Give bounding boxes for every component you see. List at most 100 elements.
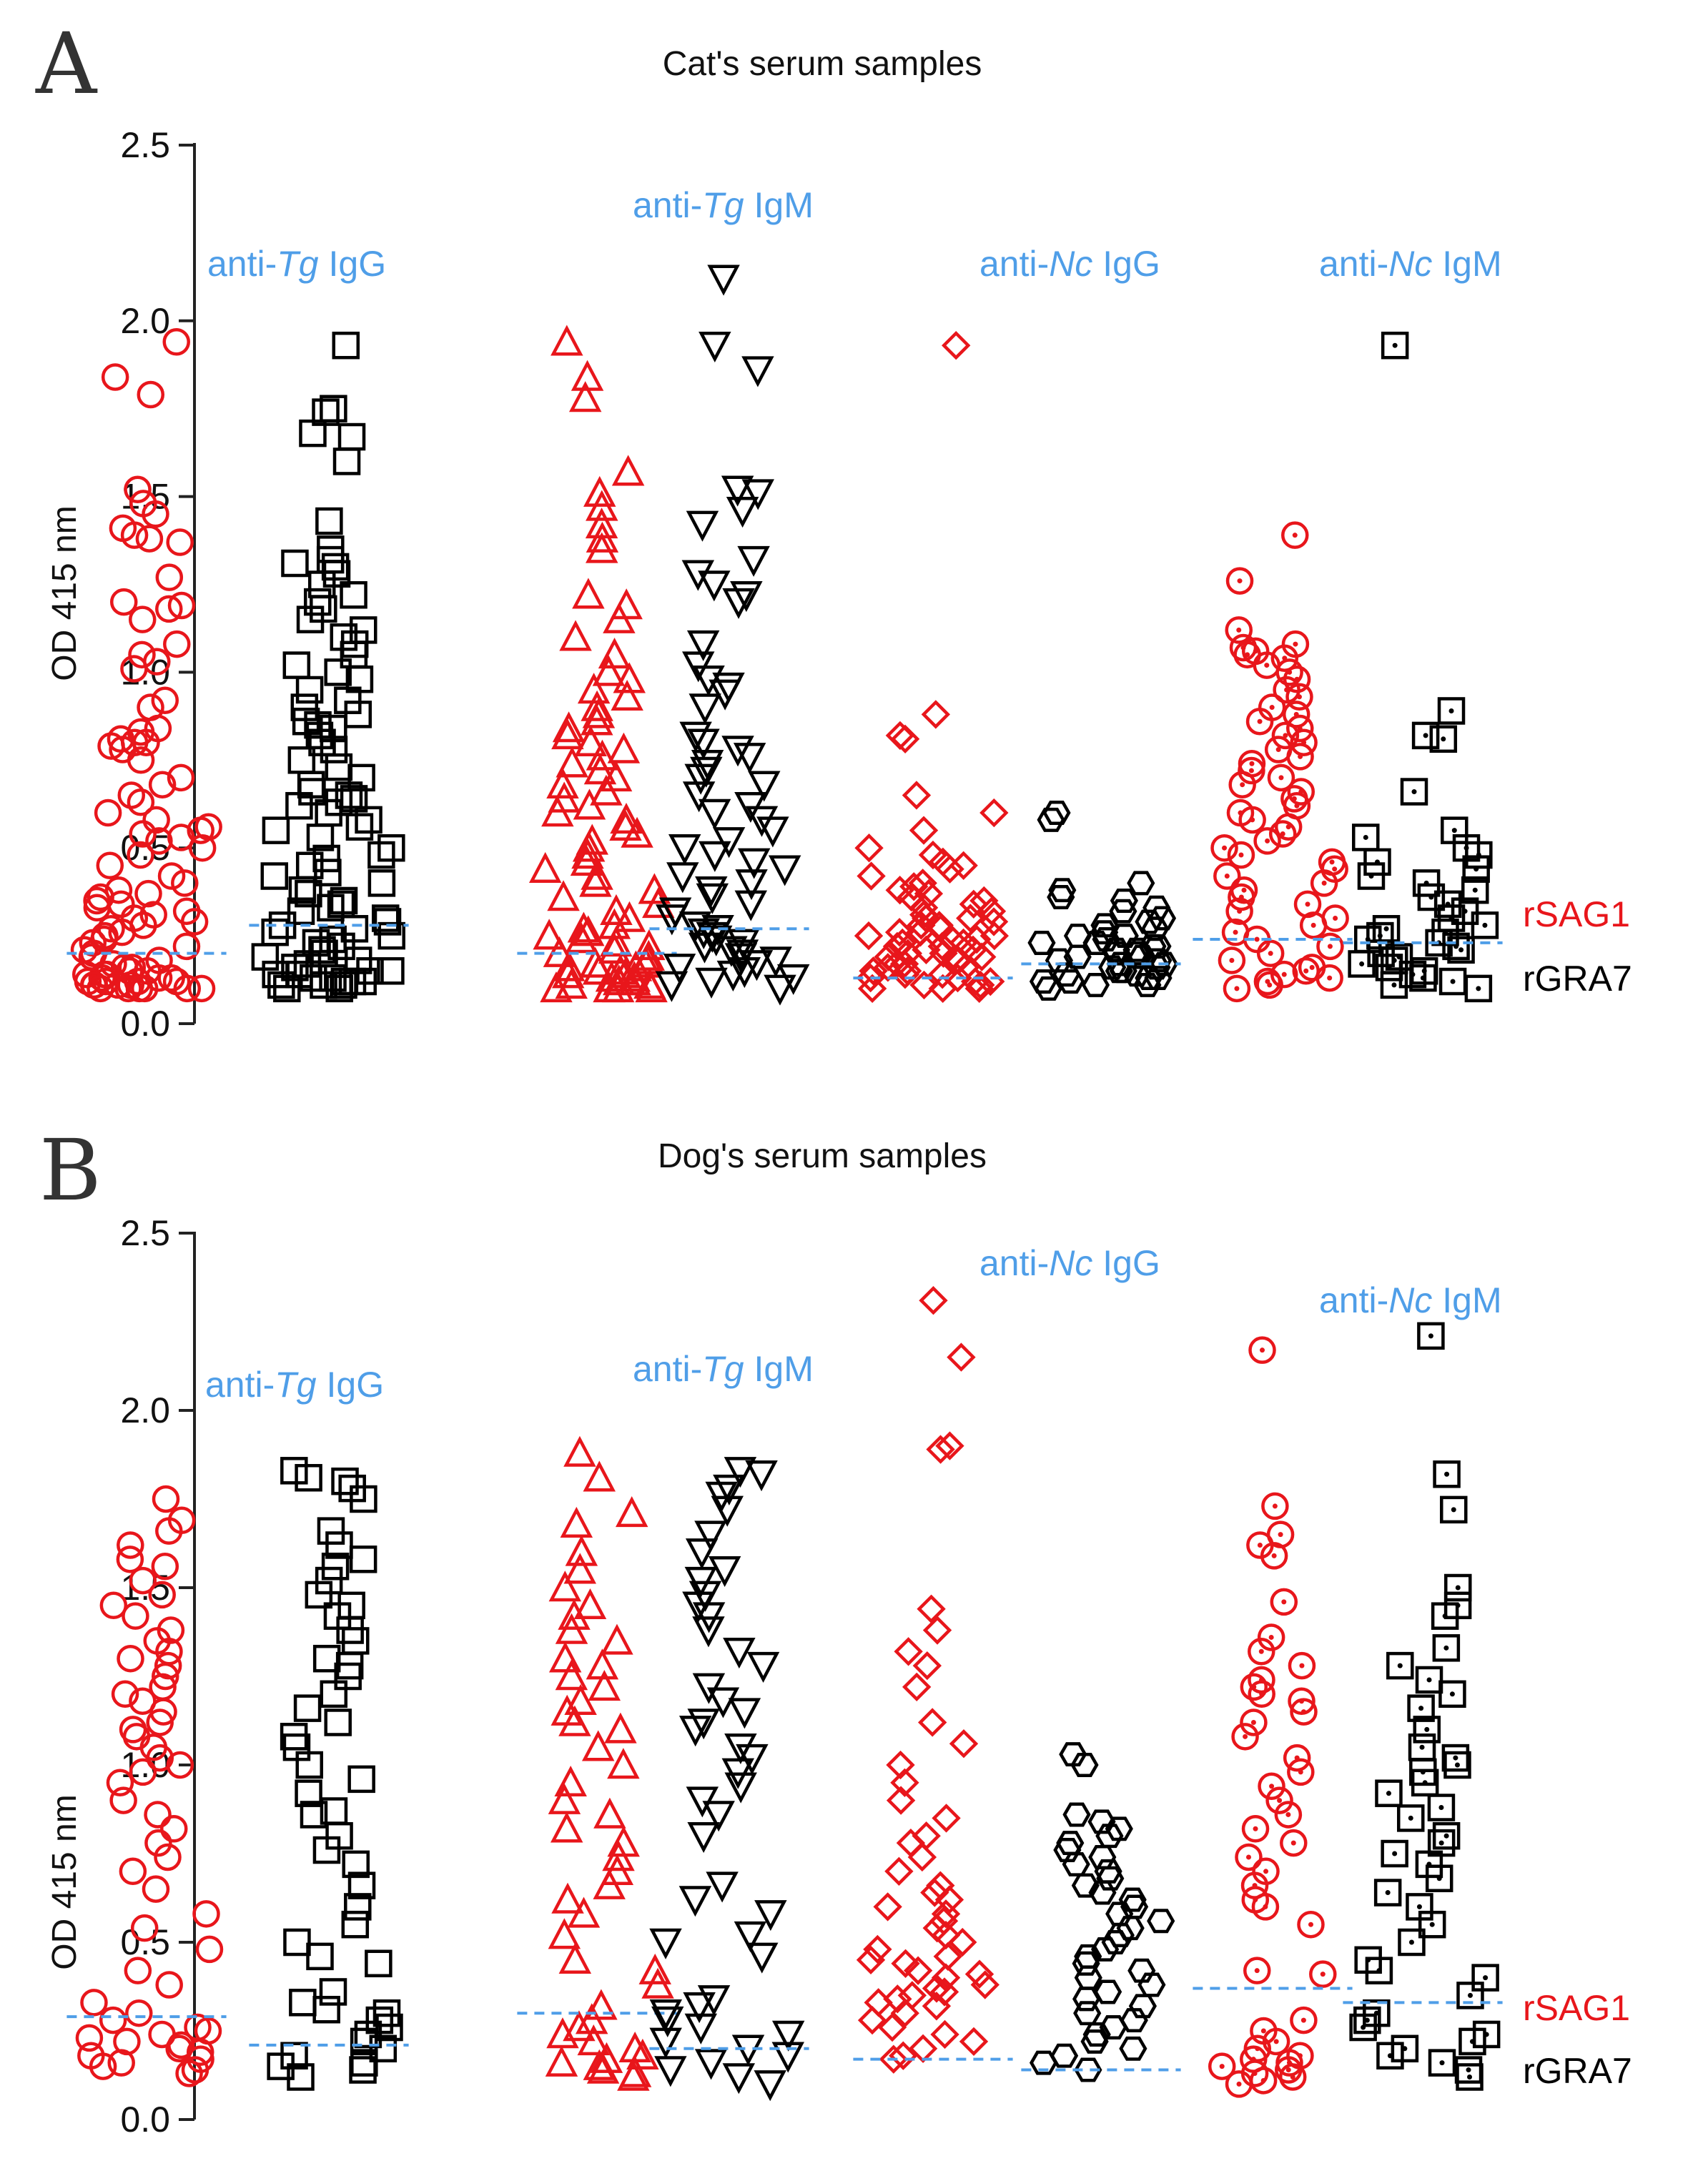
- data-point: [1391, 2034, 1419, 2063]
- data-point: [122, 1602, 149, 1630]
- data-point: [1353, 2006, 1381, 2034]
- data-point: [723, 1638, 756, 1669]
- data-point: [1262, 2027, 1290, 2056]
- data-point: [586, 2052, 620, 2084]
- panel-title: Cat's serum samples: [662, 45, 982, 83]
- data-point: [146, 1708, 174, 1736]
- data-point: [1099, 2015, 1127, 2040]
- data-point: [859, 956, 888, 986]
- data-point: [1288, 1651, 1316, 1680]
- data-point: [337, 422, 366, 451]
- data-point: [325, 974, 353, 1003]
- data-point: [686, 510, 719, 542]
- data-point: [1267, 763, 1295, 792]
- data-point: [948, 1927, 977, 1957]
- data-point: [369, 2034, 398, 2063]
- data-point: [319, 1978, 347, 2006]
- data-point: [558, 1705, 591, 1736]
- data-point: [1281, 521, 1309, 549]
- data-point: [125, 974, 154, 1003]
- data-point: [1386, 1651, 1414, 1680]
- data-point: [726, 497, 759, 528]
- data-point: [1057, 969, 1085, 994]
- data-point: [528, 851, 562, 883]
- data-point: [593, 971, 626, 1003]
- series-anti-tg-igm-rsag1: [545, 1435, 674, 2091]
- data-point: [117, 1531, 144, 1559]
- data-point: [341, 1910, 370, 1939]
- data-point: [1251, 1893, 1280, 1921]
- data-point: [1119, 2036, 1147, 2061]
- data-point: [873, 1892, 902, 1922]
- data-point: [305, 1581, 333, 1609]
- data-point: [87, 974, 114, 1003]
- data-point: [748, 771, 781, 802]
- data-point: [1411, 1769, 1439, 1797]
- data-point: [120, 655, 148, 683]
- data-point: [713, 1474, 746, 1505]
- data-point: [155, 563, 184, 591]
- data-point: [79, 929, 107, 957]
- data-point: [1431, 1602, 1459, 1630]
- data-point: [574, 725, 607, 756]
- data-point: [546, 767, 579, 798]
- data-point: [144, 1829, 172, 1857]
- series-anti-tg-igm-rgra7: [649, 1457, 805, 2102]
- data-point: [741, 479, 774, 510]
- data-point: [555, 968, 588, 999]
- data-point: [912, 935, 941, 964]
- data-point: [1297, 1910, 1325, 1939]
- data-point: [340, 641, 368, 669]
- data-point: [1116, 1916, 1145, 1941]
- data-point: [1030, 2050, 1058, 2075]
- data-point: [340, 785, 368, 813]
- data-point: [1029, 969, 1058, 994]
- data-point: [721, 736, 754, 767]
- data-point: [129, 1566, 157, 1595]
- data-point: [678, 1716, 712, 1747]
- data-point: [1443, 1751, 1471, 1779]
- data-point: [188, 834, 217, 862]
- data-point: [581, 704, 613, 736]
- data-point: [1447, 936, 1475, 964]
- data-point: [1309, 1960, 1337, 1988]
- data-point: [1070, 1753, 1099, 1777]
- data-point: [568, 381, 602, 412]
- data-point: [966, 970, 995, 1000]
- data-point: [964, 1959, 994, 1989]
- data-point: [1225, 2070, 1253, 2098]
- data-point: [1270, 1588, 1298, 1616]
- group-label: anti-Nc IgM: [1319, 1280, 1502, 1320]
- data-point: [979, 798, 1009, 828]
- data-point: [551, 1882, 584, 1914]
- scatter-plot-dog: 0.0 0.5 1.0 1.5 2.0 2.5 OD 415 nm: [46, 1213, 1503, 2140]
- data-point: [947, 1342, 976, 1372]
- data-point: [295, 851, 324, 880]
- data-point: [367, 869, 396, 897]
- data-point: [1096, 1866, 1125, 1891]
- scatter-plot-cat: 0.00.51.01.52.02.5OD 415 nm: [46, 125, 1503, 1044]
- data-point: [702, 1801, 735, 1832]
- group-label: anti-Tg IgM: [633, 1349, 814, 1389]
- data-point: [1243, 1957, 1271, 1984]
- data-point: [565, 1535, 598, 1566]
- data-point: [655, 971, 688, 1002]
- group-label: anti-Tg IgM: [633, 185, 814, 225]
- data-point: [586, 490, 618, 521]
- data-point: [663, 954, 696, 985]
- data-point: [285, 791, 313, 820]
- series-anti-nc-igm-rgra7: [1348, 331, 1499, 1003]
- y-tick-label: 2.5: [120, 125, 170, 165]
- data-point: [651, 2006, 684, 2037]
- y-axis-title: OD 415 nm: [46, 505, 84, 681]
- data-point: [1458, 2027, 1486, 2056]
- series-anti-nc-igm-rsag1: [1208, 1336, 1337, 2098]
- data-point: [1109, 899, 1137, 924]
- data-point: [570, 845, 603, 876]
- data-point: [564, 1683, 597, 1715]
- data-point: [1256, 939, 1285, 967]
- data-point: [349, 2056, 377, 2084]
- data-point: [305, 721, 334, 750]
- data-point: [142, 500, 169, 528]
- data-point: [273, 974, 301, 1003]
